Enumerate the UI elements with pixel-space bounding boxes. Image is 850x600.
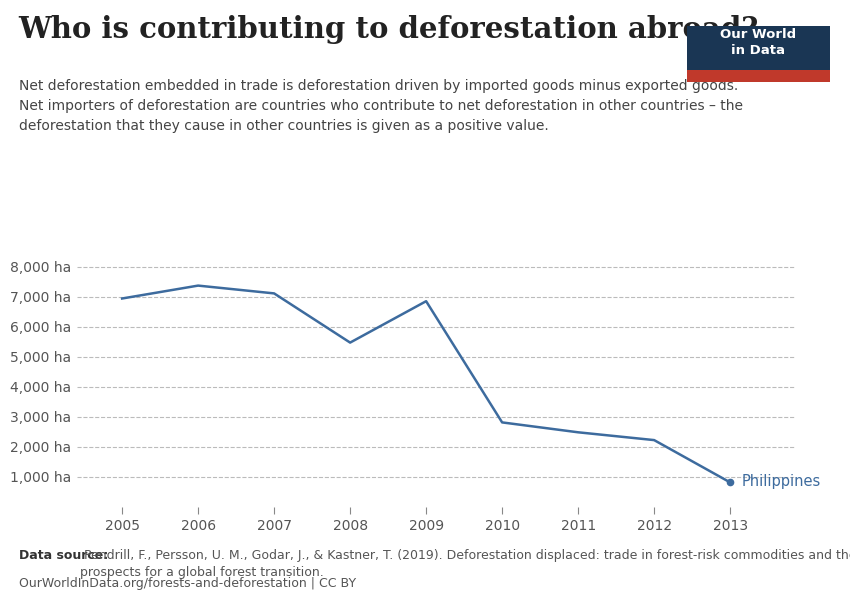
Text: Our World
in Data: Our World in Data [720,28,796,56]
Text: Data source:: Data source: [19,549,108,562]
Text: Net deforestation embedded in trade is deforestation driven by imported goods mi: Net deforestation embedded in trade is d… [19,79,743,133]
Text: Philippines: Philippines [741,474,821,489]
Text: OurWorldInData.org/forests-and-deforestation | CC BY: OurWorldInData.org/forests-and-deforesta… [19,577,356,590]
Text: Who is contributing to deforestation abroad?: Who is contributing to deforestation abr… [19,15,759,44]
Text: Pendrill, F., Persson, U. M., Godar, J., & Kastner, T. (2019). Deforestation dis: Pendrill, F., Persson, U. M., Godar, J.,… [80,549,850,579]
